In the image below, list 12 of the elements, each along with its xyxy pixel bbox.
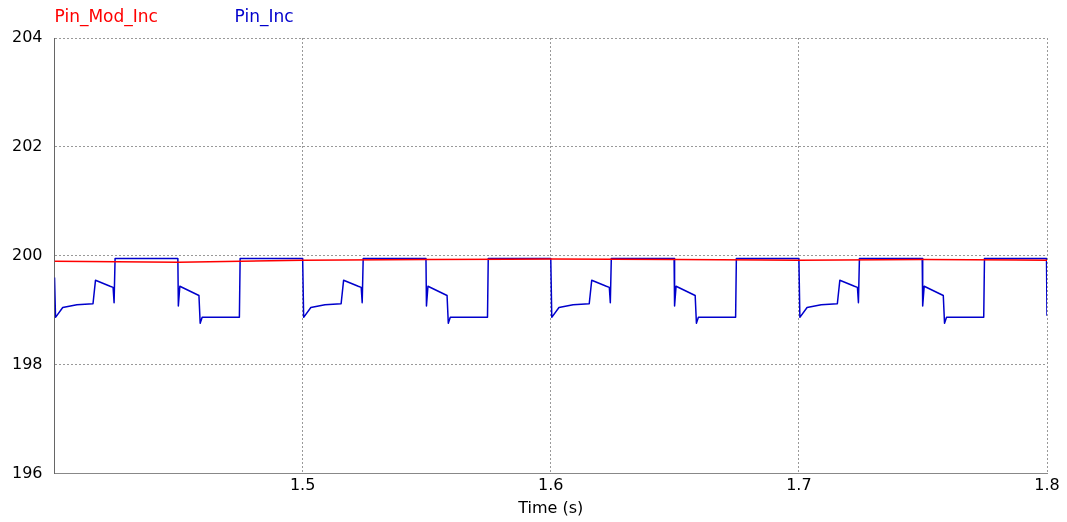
y-tick-label: 204 xyxy=(11,27,43,47)
x-tick-label: 1.6 xyxy=(538,475,564,495)
x-tick-label: 1.5 xyxy=(289,475,316,495)
y-tick-label: 198 xyxy=(11,353,43,373)
x-tick-label: 1.8 xyxy=(1034,475,1060,495)
y-tick-label: 196 xyxy=(11,462,43,482)
text: Pin_Mod_Inc xyxy=(54,5,158,27)
x-axis-title: Time (s) xyxy=(517,497,584,517)
text: Pin_Inc xyxy=(234,5,294,27)
x-tick-label: 1.7 xyxy=(786,475,812,495)
y-tick-label: 200 xyxy=(11,244,43,264)
y-tick-label: 202 xyxy=(11,136,43,156)
